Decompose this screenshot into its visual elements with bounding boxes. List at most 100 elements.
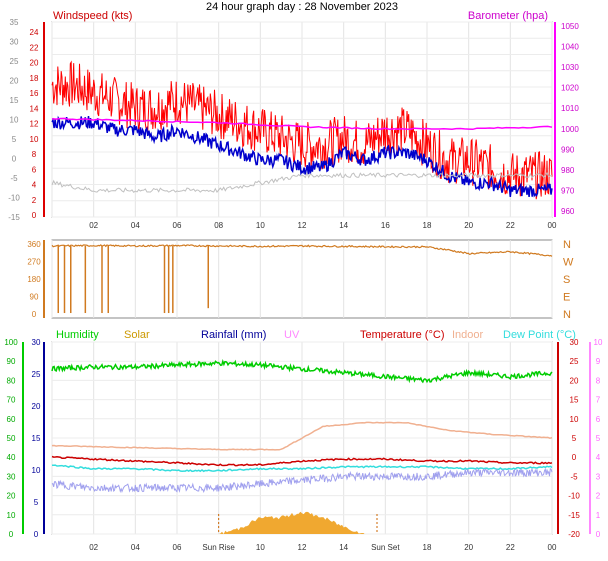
rainfall-tick-label: 25 xyxy=(32,370,41,379)
windspeed-tick-label: 6 xyxy=(32,165,37,174)
series-humidity xyxy=(51,358,553,384)
temp-x-tick-label: 14 xyxy=(339,543,348,552)
humidity-tick-label: 20 xyxy=(7,492,16,501)
legend-entry: Rainfall (mm) xyxy=(201,329,266,341)
series-wind-direction xyxy=(51,244,553,257)
series-windspeed-avg xyxy=(51,115,553,198)
temp-x-tick-label: Sun Set xyxy=(371,543,400,552)
wind-x-tick-label: 08 xyxy=(214,221,223,230)
humidity-tick-label: 60 xyxy=(7,415,16,424)
direction-tick-label: 90 xyxy=(30,293,39,302)
temp-x-tick-label: 10 xyxy=(256,543,265,552)
barometer-tick-label: 1020 xyxy=(561,84,579,93)
rainfall-tick-label: 0 xyxy=(34,530,39,539)
wind-outer-tick-label: 15 xyxy=(10,96,19,105)
barometer-tick-label: 960 xyxy=(561,207,575,216)
temp-x-tick-label: 04 xyxy=(131,543,140,552)
temp-x-tick-label: 06 xyxy=(173,543,182,552)
uv-tick-label: 3 xyxy=(596,472,601,481)
temp-x-tick-label: Sun Rise xyxy=(202,543,235,552)
rainfall-tick-label: 10 xyxy=(32,466,41,475)
windspeed-tick-label: 18 xyxy=(30,74,39,83)
humidity-tick-label: 30 xyxy=(7,472,16,481)
wind-outer-tick-label: 30 xyxy=(10,38,19,47)
windspeed-tick-label: 20 xyxy=(30,59,39,68)
temperature-tick-label: -15 xyxy=(568,511,580,520)
legend-entry: UV xyxy=(284,329,300,341)
wind-x-tick-label: 18 xyxy=(423,221,432,230)
barometer-axis-label: Barometer (hpa) xyxy=(468,10,548,22)
rainfall-tick-label: 20 xyxy=(32,402,41,411)
wind-outer-tick-label: 10 xyxy=(10,116,19,125)
temp-x-tick-label: 02 xyxy=(89,543,98,552)
humidity-tick-label: 50 xyxy=(7,434,16,443)
uv-tick-label: 7 xyxy=(596,396,601,405)
temp-x-tick-label: 22 xyxy=(506,543,515,552)
compass-tick-label: W xyxy=(563,257,574,269)
temperature-tick-label: 25 xyxy=(570,357,579,366)
windspeed-tick-label: 22 xyxy=(30,43,39,52)
temp-x-tick-label: 18 xyxy=(423,543,432,552)
wind-outer-tick-label: 35 xyxy=(10,18,19,27)
wind-outer-tick-label: -10 xyxy=(8,194,20,203)
compass-tick-label: N xyxy=(563,239,571,251)
compass-tick-label: N xyxy=(563,309,571,321)
wind-outer-tick-label: 20 xyxy=(10,77,19,86)
humidity-tick-label: 80 xyxy=(7,376,16,385)
windspeed-axis-label: Windspeed (kts) xyxy=(53,10,132,22)
uv-tick-label: 6 xyxy=(596,415,601,424)
wind-x-tick-label: 12 xyxy=(298,221,307,230)
series-wind-chill xyxy=(51,467,553,494)
windspeed-tick-label: 12 xyxy=(30,120,39,129)
temperature-tick-label: 0 xyxy=(572,453,577,462)
series-solar xyxy=(218,511,365,534)
rainfall-tick-label: 5 xyxy=(34,498,39,507)
temp-x-tick-label: 00 xyxy=(548,543,557,552)
windspeed-tick-label: 10 xyxy=(30,135,39,144)
uv-tick-label: 9 xyxy=(596,357,601,366)
wind-outer-tick-label: 5 xyxy=(12,135,17,144)
wind-outer-tick-label: 25 xyxy=(10,57,19,66)
series-indoor xyxy=(51,171,553,194)
wind-x-tick-label: 06 xyxy=(173,221,182,230)
uv-tick-label: 2 xyxy=(596,492,601,501)
barometer-tick-label: 970 xyxy=(561,186,575,195)
series-dew-point-c- xyxy=(51,464,553,473)
humidity-tick-label: 0 xyxy=(9,530,14,539)
legend-entry: Dew Point (°C) xyxy=(503,329,576,341)
direction-tick-label: 0 xyxy=(32,310,37,319)
humidity-tick-label: 10 xyxy=(7,511,16,520)
temperature-tick-label: -5 xyxy=(570,472,578,481)
wind-x-tick-label: 00 xyxy=(548,221,557,230)
wind-x-tick-label: 02 xyxy=(89,221,98,230)
windspeed-tick-label: 8 xyxy=(32,150,37,159)
barometer-tick-label: 1000 xyxy=(561,125,579,134)
barometer-tick-label: 1030 xyxy=(561,63,579,72)
temperature-tick-label: 10 xyxy=(570,415,579,424)
barometer-tick-label: 1010 xyxy=(561,104,579,113)
barometer-tick-label: 1050 xyxy=(561,22,579,31)
uv-tick-label: 4 xyxy=(596,453,601,462)
humidity-tick-label: 100 xyxy=(4,338,18,347)
rainfall-tick-label: 30 xyxy=(32,338,41,347)
uv-tick-label: 5 xyxy=(596,434,601,443)
humidity-tick-label: 70 xyxy=(7,396,16,405)
uv-tick-label: 0 xyxy=(596,530,601,539)
windspeed-tick-label: 0 xyxy=(32,211,37,220)
direction-tick-label: 270 xyxy=(27,258,41,267)
rainfall-tick-label: 15 xyxy=(32,434,41,443)
windspeed-tick-label: 14 xyxy=(30,104,39,113)
barometer-tick-label: 1040 xyxy=(561,43,579,52)
uv-tick-label: 1 xyxy=(596,511,601,520)
series-indoor xyxy=(51,421,553,451)
direction-tick-label: 180 xyxy=(27,275,41,284)
windspeed-tick-label: 2 xyxy=(32,196,37,205)
wind-x-tick-label: 22 xyxy=(506,221,515,230)
windspeed-tick-label: 4 xyxy=(32,181,37,190)
temperature-tick-label: 20 xyxy=(570,376,579,385)
temp-x-tick-label: 20 xyxy=(464,543,473,552)
wind-x-tick-label: 16 xyxy=(381,221,390,230)
uv-tick-label: 8 xyxy=(596,376,601,385)
humidity-tick-label: 90 xyxy=(7,357,16,366)
